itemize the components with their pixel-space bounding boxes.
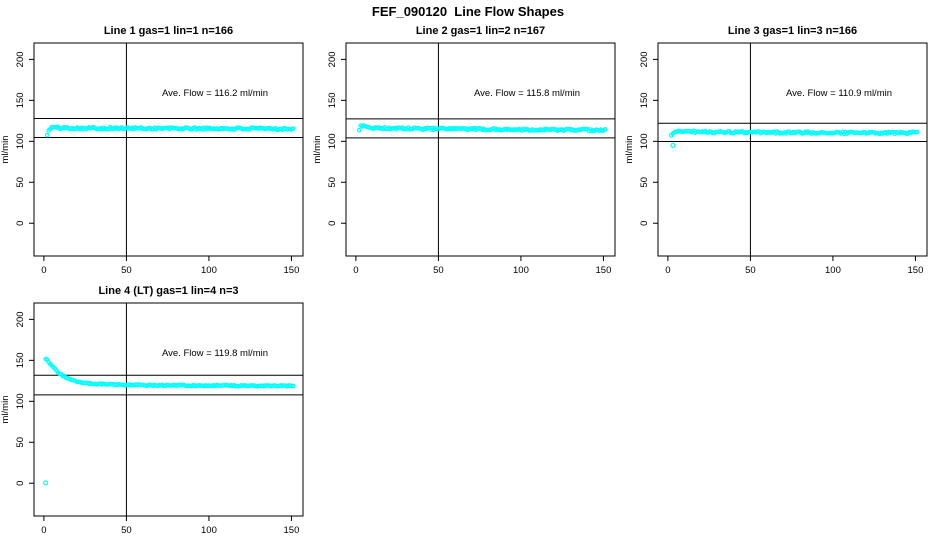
y-tick-label: 150: [15, 352, 26, 368]
data-point: [44, 132, 50, 138]
y-axis-label: ml/min: [624, 136, 635, 164]
y-tick-label: 50: [327, 177, 338, 188]
x-tick-label: 100: [201, 525, 217, 536]
plot-frame: [33, 42, 304, 257]
y-tick-label: 200: [327, 51, 338, 67]
x-tick-label: 100: [201, 265, 217, 276]
y-tick-label: 150: [639, 92, 650, 108]
plot-frame: [33, 302, 304, 517]
y-tick-label: 200: [15, 51, 26, 67]
y-tick-label: 50: [15, 437, 26, 448]
y-tick-label: 100: [15, 393, 26, 409]
outlier-point: [42, 480, 49, 486]
y-tick-label: 150: [327, 92, 338, 108]
y-axis: 0 50 100 150 200: [327, 51, 346, 226]
ave-flow-annotation: Ave. Flow = 110.9 ml/min: [786, 88, 892, 99]
x-tick-label: 0: [353, 265, 358, 276]
outlier-point: [670, 142, 676, 149]
y-tick-label: 50: [639, 177, 650, 188]
plot-frame: [345, 42, 616, 257]
figure-title: FEF_090120 Line Flow Shapes: [371, 4, 565, 19]
plot-frame: [657, 42, 928, 257]
ave-flow-annotation: Ave. Flow = 116.2 ml/min: [162, 88, 268, 99]
x-axis: 0 50 100 150: [353, 256, 611, 276]
data-point: [290, 383, 296, 389]
y-tick-label: 0: [327, 221, 338, 226]
data-point: [602, 127, 608, 132]
y-tick-label: 150: [15, 92, 26, 108]
panel-line-2-chart: Line 2 gas=1 lin=2 n=167 0 50 100 150 200 ml/m…: [312, 25, 616, 276]
panel-title: Line 1 gas=1 lin=1 n=166: [104, 25, 233, 37]
panel-line-1-chart: Line 1 gas=1 lin=1 n=166 0 50 100 150 200 ml/m…: [0, 25, 304, 276]
x-tick-label: 0: [41, 265, 46, 276]
panel-title: Line 2 gas=1 lin=2 n=167: [416, 25, 545, 37]
data-point: [914, 129, 920, 135]
y-axis: 0 50 100 150 200: [15, 311, 34, 486]
x-tick-label: 0: [41, 525, 46, 536]
y-tick-label: 50: [15, 177, 26, 188]
y-axis: 0 50 100 150 200: [15, 51, 34, 226]
y-tick-label: 200: [639, 51, 650, 67]
panel-line-2: Line 2 gas=1 lin=2 n=167 0 50 100 150 200 ml/m…: [312, 20, 624, 286]
x-axis: 0 50 100 150: [41, 516, 299, 536]
data-point: [290, 126, 296, 131]
scatter-series: [42, 356, 296, 486]
y-axis: 0 50 100 150 200: [639, 51, 658, 226]
panel-title: Line 3 gas=1 lin=3 n=166: [728, 25, 857, 37]
ave-flow-annotation: Ave. Flow = 115.8 ml/min: [474, 88, 580, 99]
x-tick-label: 100: [825, 265, 841, 276]
x-tick-label: 150: [596, 265, 612, 276]
x-tick-label: 150: [908, 265, 924, 276]
x-tick-label: 50: [433, 265, 444, 276]
y-axis-label: ml/min: [312, 136, 323, 164]
panel-line-1: Line 1 gas=1 lin=1 n=166 0 50 100 150 200 ml/m…: [0, 20, 312, 286]
scatter-series: [356, 123, 608, 134]
x-tick-label: 50: [121, 525, 132, 536]
panel-line-3: Line 3 gas=1 lin=3 n=166 0 50 100 150 200 ml/m…: [624, 20, 936, 286]
y-tick-label: 100: [15, 133, 26, 149]
y-tick-label: 100: [327, 133, 338, 149]
data-point: [356, 127, 362, 133]
scatter-series: [668, 128, 920, 149]
x-tick-label: 150: [284, 525, 300, 536]
scatter-series: [44, 124, 296, 138]
panel-line-4: Line 4 (LT) gas=1 lin=4 n=3 0 50 100 150 200 m…: [0, 280, 312, 540]
y-tick-label: 0: [15, 221, 26, 226]
x-axis: 0 50 100 150: [41, 256, 299, 276]
y-tick-label: 0: [15, 481, 26, 486]
y-tick-label: 200: [15, 311, 26, 327]
panel-line-4-chart: Line 4 (LT) gas=1 lin=4 n=3 0 50 100 150 200 m…: [0, 285, 304, 536]
x-tick-label: 50: [121, 265, 132, 276]
x-tick-label: 150: [284, 265, 300, 276]
ave-flow-annotation: Ave. Flow = 119.8 ml/min: [162, 348, 268, 359]
x-tick-label: 100: [513, 265, 529, 276]
y-axis-label: ml/min: [0, 396, 11, 424]
y-tick-label: 100: [639, 133, 650, 149]
y-axis-label: ml/min: [0, 136, 11, 164]
panel-title: Line 4 (LT) gas=1 lin=4 n=3: [98, 285, 238, 297]
x-tick-label: 50: [745, 265, 756, 276]
y-tick-label: 0: [639, 221, 650, 226]
x-axis: 0 50 100 150: [665, 256, 923, 276]
panel-line-3-chart: Line 3 gas=1 lin=3 n=166 0 50 100 150 200 ml/m…: [624, 25, 928, 276]
x-tick-label: 0: [665, 265, 670, 276]
